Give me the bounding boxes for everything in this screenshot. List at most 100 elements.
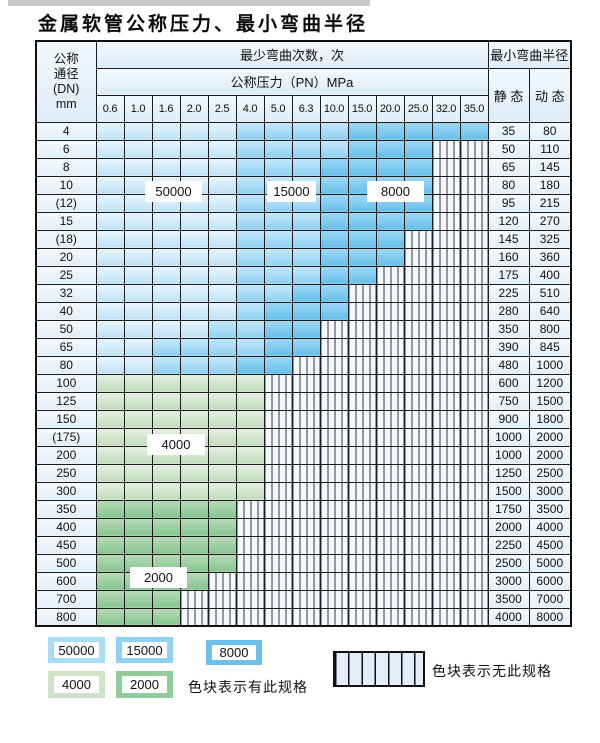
cell-cycles-8000: [319, 211, 349, 231]
cell-unavailable: [179, 607, 209, 627]
cell-cycles-8000: [291, 337, 321, 357]
cell-cycles-8000: [263, 337, 293, 357]
cell-unavailable: [403, 499, 433, 519]
cell-unavailable: [375, 517, 405, 537]
cell-cycles-4000: [95, 427, 125, 447]
cell-unavailable: [347, 445, 377, 465]
pressure-col-header: 0.6: [95, 94, 125, 123]
cell-unavailable: [459, 481, 489, 501]
table-row: 450 2250 4500: [35, 535, 572, 555]
cell-unavailable: [291, 535, 321, 555]
pressure-col-header: 2.5: [207, 94, 237, 123]
cell-unavailable: [459, 607, 489, 627]
cell-unavailable: [263, 499, 293, 519]
cell-cycles-50000: [207, 139, 237, 159]
dn-cell: 15: [35, 211, 97, 231]
cell-cycles-8000: [235, 355, 265, 375]
cell-unavailable: [235, 517, 265, 537]
cell-cycles-50000: [95, 175, 125, 195]
cell-cycles-50000: [179, 139, 209, 159]
dn-cell: 150: [35, 409, 97, 429]
cell-unavailable: [207, 589, 237, 609]
table-row: 700 3500 7000: [35, 589, 572, 609]
dn-cell: 100: [35, 373, 97, 393]
cell-cycles-4000: [207, 463, 237, 483]
cell-cycles-15000: [235, 175, 265, 195]
dn-cell: (175): [35, 427, 97, 447]
cell-cycles-50000: [151, 139, 181, 159]
dynamic-radius-cell: 5000: [528, 553, 572, 573]
cell-unavailable: [403, 355, 433, 375]
cell-unavailable: [403, 571, 433, 591]
table-row: 32 225 510: [35, 283, 572, 303]
cell-unavailable: [235, 607, 265, 627]
static-radius-cell: 1750: [487, 499, 530, 519]
cell-unavailable: [431, 175, 461, 195]
cell-unavailable: [263, 535, 293, 555]
cell-unavailable: [347, 409, 377, 429]
cell-unavailable: [291, 481, 321, 501]
cell-unavailable: [459, 391, 489, 411]
dynamic-radius-cell: 3500: [528, 499, 572, 519]
dn-header-line: 公称: [53, 51, 79, 66]
cell-cycles-2000: [151, 607, 181, 627]
cell-cycles-4000: [151, 409, 181, 429]
legend-swatch-2000: 2000: [116, 671, 173, 698]
cell-cycles-50000: [123, 211, 153, 231]
cell-cycles-2000: [207, 553, 237, 573]
cell-unavailable: [263, 481, 293, 501]
cell-unavailable: [431, 139, 461, 159]
cell-cycles-15000: [263, 211, 293, 231]
pressure-col-header: 5.0: [263, 94, 293, 123]
cell-cycles-2000: [207, 517, 237, 537]
static-radius-cell: 480: [487, 355, 530, 375]
pressure-col-header: 25.0: [403, 94, 433, 123]
dn-cell: 50: [35, 319, 97, 339]
cell-unavailable: [319, 481, 349, 501]
dynamic-radius-cell: 360: [528, 247, 572, 267]
cell-cycles-15000: [235, 319, 265, 339]
cell-unavailable: [347, 499, 377, 519]
dynamic-radius-cell: 2500: [528, 463, 572, 483]
pressure-col-header: 1.6: [151, 94, 181, 123]
cell-unavailable: [403, 391, 433, 411]
cell-unavailable: [263, 391, 293, 411]
cell-cycles-2000: [95, 607, 125, 627]
cell-unavailable: [263, 607, 293, 627]
cell-cycles-50000: [207, 301, 237, 321]
cell-unavailable: [291, 517, 321, 537]
region-label-2000: 2000: [130, 567, 187, 588]
cell-unavailable: [375, 301, 405, 321]
cell-cycles-15000: [151, 337, 181, 357]
cell-cycles-4000: [123, 409, 153, 429]
cell-unavailable: [347, 463, 377, 483]
cell-cycles-50000: [207, 193, 237, 213]
cell-unavailable: [319, 445, 349, 465]
dn-cell: 20: [35, 247, 97, 267]
region-label-4000: 4000: [147, 434, 205, 455]
page-title: 金属软管公称压力、最小弯曲半径: [38, 13, 369, 35]
cell-unavailable: [403, 445, 433, 465]
cell-cycles-50000: [95, 139, 125, 159]
static-radius-cell: 160: [487, 247, 530, 267]
static-radius-cell: 175: [487, 265, 530, 285]
cell-cycles-8000: [319, 283, 349, 303]
cell-cycles-50000: [123, 283, 153, 303]
cell-cycles-2000: [95, 553, 125, 573]
cell-unavailable: [403, 301, 433, 321]
cell-unavailable: [347, 337, 377, 357]
cell-cycles-50000: [207, 247, 237, 267]
cell-unavailable: [459, 247, 489, 267]
cell-unavailable: [263, 427, 293, 447]
cell-unavailable: [431, 553, 461, 573]
dynamic-radius-cell: 270: [528, 211, 572, 231]
cell-cycles-2000: [123, 499, 153, 519]
dynamic-radius-cell: 2000: [528, 427, 572, 447]
cell-cycles-50000: [207, 157, 237, 177]
cell-cycles-8000: [347, 139, 377, 159]
static-radius-cell: 95: [487, 193, 530, 213]
dn-cell: 40: [35, 301, 97, 321]
cell-unavailable: [431, 157, 461, 177]
cell-cycles-4000: [95, 409, 125, 429]
dn-cell: 450: [35, 535, 97, 555]
